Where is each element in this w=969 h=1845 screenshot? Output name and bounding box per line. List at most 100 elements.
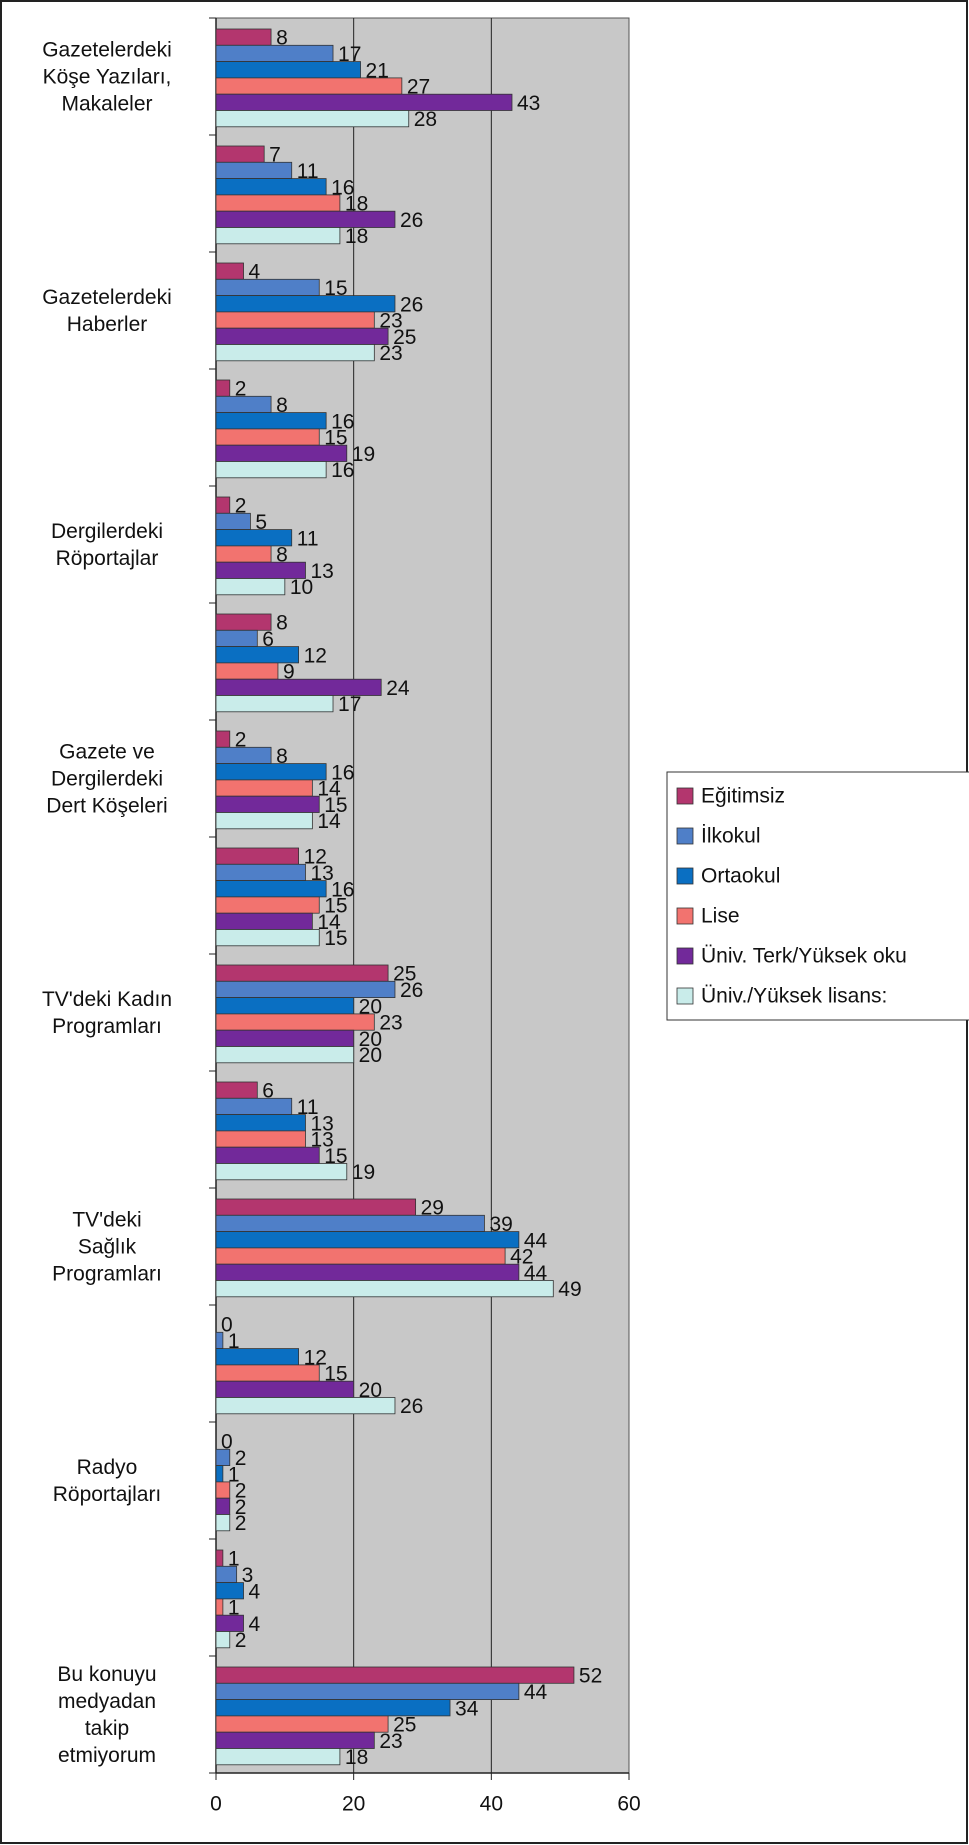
bar xyxy=(215,1514,231,1532)
value-label: 14 xyxy=(317,911,341,934)
legend-swatch xyxy=(676,947,694,965)
value-label: 12 xyxy=(304,846,327,869)
bar xyxy=(215,1247,506,1265)
value-label: 10 xyxy=(290,576,313,599)
bar xyxy=(215,662,279,680)
value-label: 26 xyxy=(400,979,423,1002)
bar xyxy=(215,896,320,914)
bar xyxy=(215,311,375,329)
bar xyxy=(215,912,313,930)
y-tick-label: Gazete ve Dergilerdeki Dert Köşeleri xyxy=(46,740,168,817)
value-label: 6 xyxy=(262,628,274,651)
bar xyxy=(215,512,251,530)
bar xyxy=(215,194,341,212)
value-label: 44 xyxy=(524,1262,548,1285)
bar xyxy=(215,863,306,881)
value-label: 26 xyxy=(400,293,423,316)
bar xyxy=(215,1029,355,1047)
value-label: 5 xyxy=(255,511,267,534)
legend-label: Ortaokul xyxy=(701,865,780,888)
value-label: 14 xyxy=(317,810,341,833)
x-tick-label: 0 xyxy=(210,1793,222,1816)
bar xyxy=(215,1097,293,1116)
bar xyxy=(215,1163,348,1181)
legend-swatch xyxy=(676,907,694,925)
value-label: 1 xyxy=(228,1548,240,1571)
value-label: 8 xyxy=(276,394,288,417)
value-label: 16 xyxy=(331,410,354,433)
x-tick-label: 20 xyxy=(342,1793,365,1816)
bar xyxy=(215,1565,238,1584)
bar xyxy=(215,1198,417,1216)
value-label: 20 xyxy=(359,1379,382,1402)
value-label: 11 xyxy=(297,527,319,550)
bar xyxy=(215,1481,231,1499)
value-label: 23 xyxy=(379,1012,402,1035)
value-label: 15 xyxy=(324,895,347,918)
bar xyxy=(215,77,403,95)
bar xyxy=(215,629,258,647)
value-label: 18 xyxy=(345,1746,368,1769)
value-label: 26 xyxy=(400,1395,423,1418)
bar xyxy=(215,1631,231,1649)
value-label: 52 xyxy=(579,1665,602,1688)
value-label: 11 xyxy=(297,160,319,183)
legend-swatch xyxy=(676,827,694,845)
bar xyxy=(215,1280,554,1298)
value-label: 19 xyxy=(352,443,375,466)
bar xyxy=(215,795,320,813)
bar xyxy=(215,1231,520,1249)
bar xyxy=(215,763,327,781)
y-tick-label: TV'deki Sağlık Programları xyxy=(52,1208,162,1285)
value-label: 24 xyxy=(386,677,410,700)
bar xyxy=(215,1348,299,1366)
value-label: 2 xyxy=(235,495,247,518)
value-label: 2 xyxy=(235,1496,247,1519)
bar xyxy=(215,327,389,345)
value-label: 39 xyxy=(489,1213,512,1236)
value-label: 2 xyxy=(235,1447,247,1470)
value-label: 15 xyxy=(324,927,347,950)
value-label: 4 xyxy=(249,1613,261,1636)
value-label: 8 xyxy=(276,544,288,567)
bar xyxy=(215,695,334,713)
bar xyxy=(215,880,327,898)
bar xyxy=(215,1331,224,1350)
bar xyxy=(215,28,272,46)
value-label: 2 xyxy=(235,729,247,752)
bar xyxy=(215,161,293,180)
value-label: 25 xyxy=(393,963,416,986)
bar xyxy=(215,295,396,313)
bar xyxy=(215,1263,520,1281)
value-label: 8 xyxy=(276,27,288,50)
legend-label: Üniv./Yüksek lisans: xyxy=(701,985,887,1008)
value-label: 20 xyxy=(359,1044,382,1067)
legend-swatch xyxy=(676,867,694,885)
bar xyxy=(215,1146,320,1164)
bar xyxy=(215,1013,375,1031)
value-label: 17 xyxy=(338,693,361,716)
value-label: 23 xyxy=(379,310,402,333)
value-label: 17 xyxy=(338,43,361,66)
value-label: 1 xyxy=(228,1597,240,1620)
legend-swatch xyxy=(676,987,694,1005)
bar xyxy=(215,746,272,764)
bar xyxy=(215,278,320,296)
bar xyxy=(215,1380,355,1398)
bar xyxy=(215,1497,231,1515)
bar xyxy=(215,461,327,479)
bar xyxy=(215,578,286,596)
value-label: 7 xyxy=(269,144,281,167)
y-tick-label: Radyo Röportajları xyxy=(52,1455,162,1506)
value-label: 1 xyxy=(228,1330,240,1353)
y-tick-label: Dergilerdeki Röportajlar xyxy=(50,519,164,570)
value-label: 4 xyxy=(249,261,261,284)
value-label: 18 xyxy=(345,225,368,248)
bar xyxy=(215,1465,224,1483)
value-label: 2 xyxy=(235,1629,247,1652)
legend-label: Üniv. Terk/Yüksek oku xyxy=(701,945,907,968)
value-label: 15 xyxy=(324,794,347,817)
value-label: 16 xyxy=(331,761,354,784)
bar xyxy=(215,444,348,462)
